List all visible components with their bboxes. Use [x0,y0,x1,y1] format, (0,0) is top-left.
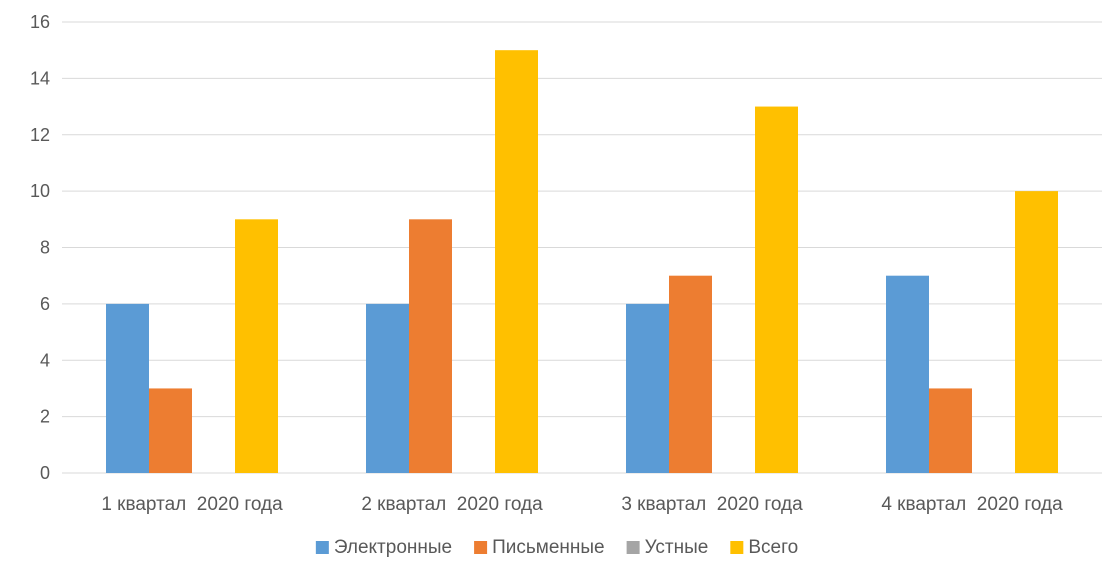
y-tick-label: 0 [40,463,50,483]
bar-Электронные-1 [106,303,149,473]
legend-item: Письменные [474,537,605,558]
legend-label: Электронные [334,537,452,558]
bar-Электронные-3 [626,303,669,473]
bars [106,50,1058,473]
legend-label: Устные [645,537,709,558]
bar-Электронные-4 [886,275,929,473]
x-axis-labels: 1 квартал 2020 года 2 квартал 2020 года 3 … [101,494,1063,515]
legend-swatch [626,541,640,554]
bar-Письменные-2 [409,219,452,473]
bar-Всего-4 [1015,191,1058,473]
y-tick-label: 4 [40,350,50,370]
x-category-label: 4 квартал 2020 года [881,494,1063,515]
y-axis-ticks: 0 2 4 6 8 10 12 14 16 [30,12,50,483]
legend: Электронные Письменные Устные Всего [315,537,798,558]
y-tick-label: 12 [30,125,50,145]
legend-swatch [474,541,488,554]
y-tick-label: 10 [30,181,50,201]
bar-Всего-1 [235,219,278,473]
legend-item: Устные [626,537,709,558]
legend-swatch [730,541,744,554]
x-category-label: 1 квартал 2020 года [101,494,283,515]
bar-Письменные-3 [669,275,712,473]
y-tick-label: 16 [30,12,50,32]
y-tick-label: 8 [40,238,50,258]
y-tick-label: 2 [40,407,50,427]
bar-Электронные-2 [366,303,409,473]
legend-label: Письменные [492,537,605,558]
legend-item: Всего [730,537,798,558]
bar-Всего-3 [755,106,798,473]
legend-item: Электронные [315,537,452,558]
y-tick-label: 6 [40,294,50,314]
legend-swatch [315,541,329,554]
x-category-label: 2 квартал 2020 года [361,494,543,515]
y-tick-label: 14 [30,68,50,88]
x-category-label: 3 квартал 2020 года [621,494,803,515]
bar-Письменные-4 [929,388,972,473]
bar-Всего-2 [495,50,538,473]
bar-Письменные-1 [149,388,192,473]
legend-label: Всего [748,537,798,558]
